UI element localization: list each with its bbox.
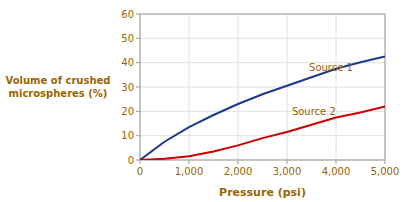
x-tick-label: 2,000 xyxy=(224,166,253,177)
y-axis-label-line: microspheres (%) xyxy=(9,88,108,99)
x-tick-label: 3,000 xyxy=(273,166,302,177)
x-tick-label: 0 xyxy=(137,166,143,177)
axes: 0 1,000 2,000 3,000 4,000 5,000 0 10 20 30 40 50 60 xyxy=(121,9,399,178)
y-tick-label: 40 xyxy=(121,57,134,68)
y-tick xyxy=(136,160,140,161)
x-tick xyxy=(287,160,288,164)
x-tick xyxy=(189,160,190,164)
chart: 0 1,000 2,000 3,000 4,000 5,000 0 10 20 30 40 50 60 P… xyxy=(0,0,409,202)
x-tick xyxy=(385,160,386,164)
y-tick xyxy=(136,62,140,63)
y-grid-line xyxy=(140,87,385,88)
annotation: Source 2 xyxy=(292,106,336,117)
plot-area xyxy=(140,57,385,160)
grid xyxy=(140,14,385,160)
y-tick xyxy=(136,87,140,88)
x-tick xyxy=(336,160,337,164)
y-tick-label: 60 xyxy=(121,9,134,20)
series-line xyxy=(140,106,385,160)
y-axis-label-line: Volume of crushed xyxy=(6,75,111,86)
plot-frame xyxy=(140,14,385,160)
y-tick-label: 20 xyxy=(121,106,134,117)
x-tick-label: 4,000 xyxy=(322,166,351,177)
y-tick xyxy=(136,14,140,15)
x-axis-label: Pressure (psi) xyxy=(219,186,306,199)
y-tick xyxy=(136,135,140,136)
annotations: Source 1 Source 2 xyxy=(292,62,353,117)
y-tick-label: 30 xyxy=(121,82,134,93)
x-tick xyxy=(140,160,141,164)
x-tick-label: 1,000 xyxy=(175,166,204,177)
y-tick xyxy=(136,38,140,39)
x-tick-label: 5,000 xyxy=(371,166,400,177)
y-tick-label: 10 xyxy=(121,130,134,141)
y-tick-label: 50 xyxy=(121,33,134,44)
y-tick xyxy=(136,111,140,112)
y-grid-line xyxy=(140,111,385,112)
series-line xyxy=(140,57,385,160)
y-axis-label: Volume of crushed microspheres (%) xyxy=(6,75,111,99)
y-tick-label: 0 xyxy=(128,155,134,166)
x-tick xyxy=(238,160,239,164)
y-grid-line xyxy=(140,38,385,39)
annotation: Source 1 xyxy=(309,62,353,73)
